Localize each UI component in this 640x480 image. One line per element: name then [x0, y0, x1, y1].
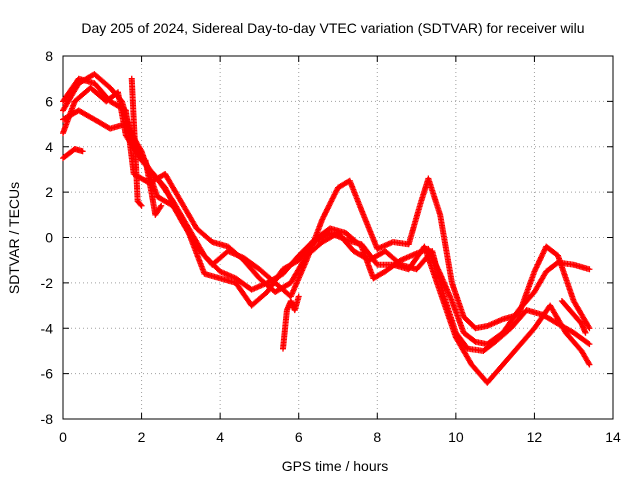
- data-point: [138, 202, 145, 209]
- data-point: [158, 202, 165, 209]
- data-point: [585, 340, 592, 347]
- y-tick-label: 6: [45, 93, 53, 109]
- x-tick-label: 10: [448, 429, 464, 445]
- x-tick-label: 2: [138, 429, 146, 445]
- y-tick-label: 2: [45, 184, 53, 200]
- data-point: [586, 341, 593, 348]
- x-tick-label: 4: [216, 429, 224, 445]
- series-day-6: [128, 75, 145, 209]
- data-point: [586, 325, 593, 332]
- data-point: [586, 361, 593, 368]
- data-point: [295, 293, 302, 300]
- series-day-4: [60, 107, 593, 386]
- data-series: [60, 71, 593, 386]
- grid: [63, 56, 613, 419]
- chart-title: Day 205 of 2024, Sidereal Day-to-day VTE…: [81, 20, 584, 36]
- y-tick-label: -8: [41, 411, 54, 427]
- data-point: [582, 329, 589, 336]
- series-day-8: [280, 293, 302, 352]
- data-point: [586, 266, 593, 273]
- data-point: [137, 201, 144, 208]
- x-tick-label: 6: [295, 429, 303, 445]
- series-day-5: [60, 146, 86, 162]
- y-tick-label: -2: [41, 275, 54, 291]
- y-tick-label: 0: [45, 230, 53, 246]
- x-tick-label: 12: [527, 429, 543, 445]
- x-tick-label: 8: [373, 429, 381, 445]
- y-tick-label: 8: [45, 48, 53, 64]
- series-day-7: [142, 157, 165, 218]
- y-tick-label: -4: [41, 320, 54, 336]
- data-point: [157, 204, 164, 211]
- y-axis-label: SDTVAR / TECUs: [6, 182, 22, 294]
- x-axis-label: GPS time / hours: [282, 458, 389, 474]
- y-tick-label: 4: [45, 139, 53, 155]
- x-tick-label: 14: [605, 429, 621, 445]
- axis-ticks: 0 2 4 6 8 10 12 14 -8 -6 -4 -2 0 2 4 6 8: [41, 48, 621, 445]
- y-tick-label: -6: [41, 366, 54, 382]
- data-point: [79, 148, 86, 155]
- x-tick-label: 0: [59, 429, 67, 445]
- data-point: [471, 337, 478, 344]
- series-day-9: [558, 298, 589, 336]
